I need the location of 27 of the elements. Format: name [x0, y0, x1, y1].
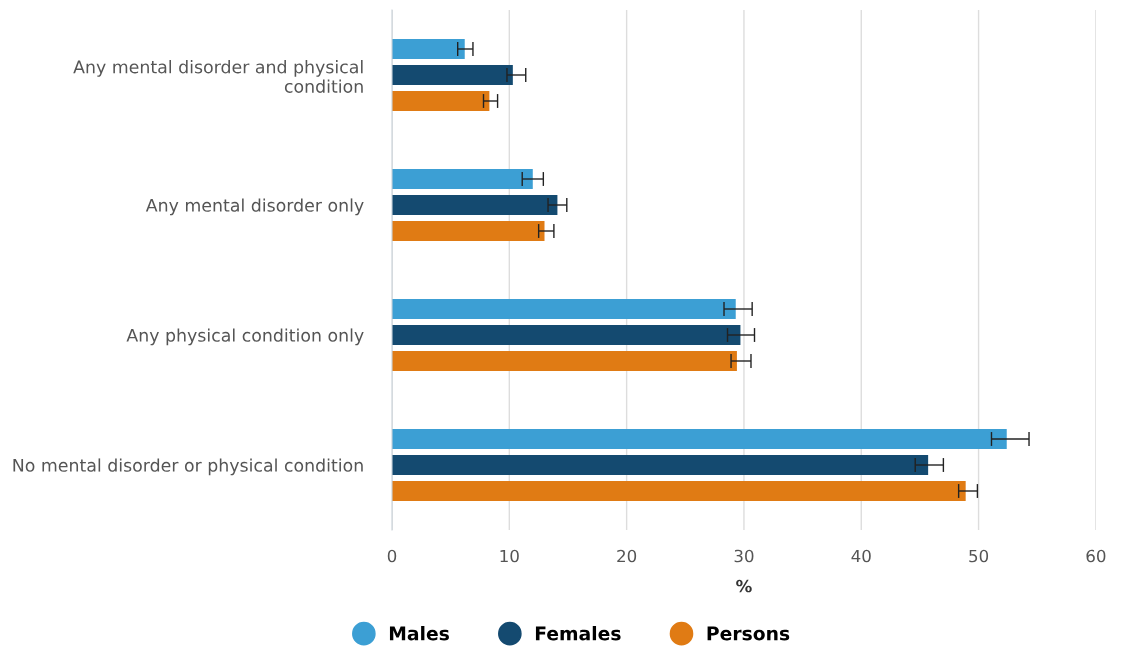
bar: [392, 194, 558, 216]
x-tick-label: 20: [617, 549, 637, 563]
bar: [392, 480, 966, 502]
x-tick-label: 50: [969, 549, 989, 563]
legend-label: Females: [535, 625, 621, 641]
y-tick-label: Any mental disorder and physical condition: [73, 60, 363, 93]
bar: [392, 220, 545, 242]
x-tick-label: 60: [1086, 549, 1106, 563]
bar: [392, 428, 1007, 450]
bar: [392, 90, 490, 112]
x-tick-label: 30: [734, 549, 754, 563]
x-tick-label: 40: [851, 549, 871, 563]
x-tick-label: 0: [387, 549, 397, 563]
x-tick-label: 10: [500, 549, 519, 563]
y-tick-label: Any physical condition only: [126, 328, 364, 346]
legend-label: Persons: [707, 626, 790, 641]
bar: [392, 324, 741, 346]
legend-label: Males: [389, 625, 449, 641]
bar: [392, 38, 465, 60]
bar: [392, 350, 737, 372]
bar: [392, 168, 533, 190]
bar: [392, 64, 513, 86]
y-tick-label: Any mental disorder only: [145, 198, 364, 216]
x-axis-title: %: [736, 579, 752, 593]
y-tick-label: No mental disorder or physical condition: [13, 458, 363, 476]
bar: [392, 298, 736, 320]
bar: [392, 454, 929, 476]
